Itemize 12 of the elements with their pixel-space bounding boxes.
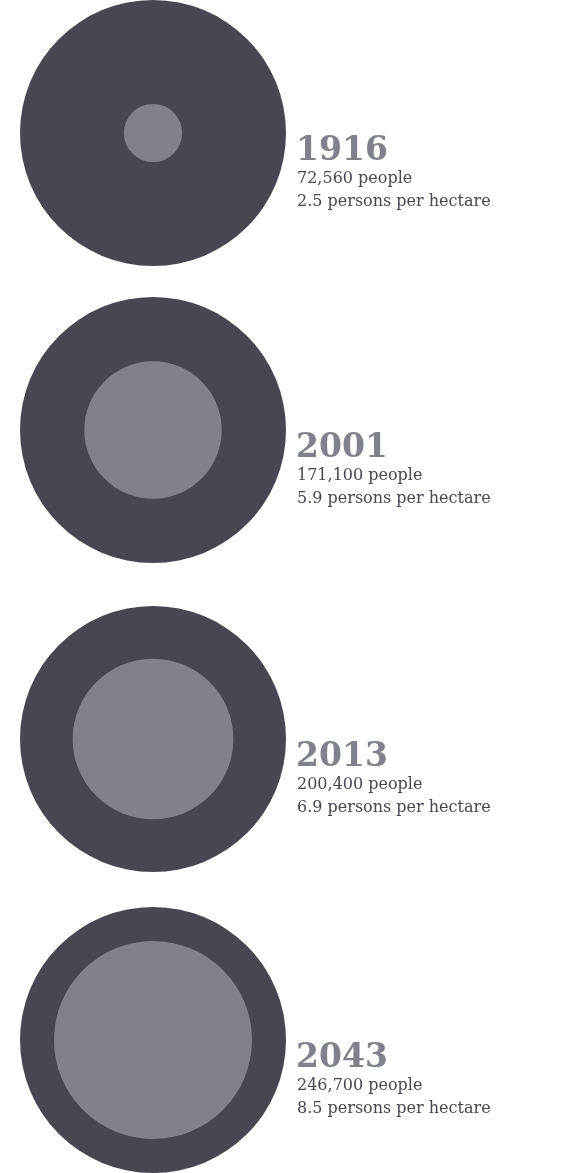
- category-label: 2043: [296, 1036, 388, 1075]
- data-label: 200,400 people: [297, 774, 423, 793]
- data-label: 171,100 people: [297, 465, 423, 484]
- data-label: 2.5 persons per hectare: [297, 191, 491, 210]
- category-label: 2013: [296, 735, 388, 774]
- data-label: 72,560 people: [297, 168, 413, 187]
- data-label: 8.5 persons per hectare: [297, 1098, 491, 1117]
- category-label: 1916: [296, 129, 388, 168]
- data-label: 6.9 persons per hectare: [297, 797, 491, 816]
- category-label: 2001: [296, 426, 388, 465]
- data-label: 5.9 persons per hectare: [297, 488, 491, 507]
- data-label: 246,700 people: [297, 1075, 423, 1094]
